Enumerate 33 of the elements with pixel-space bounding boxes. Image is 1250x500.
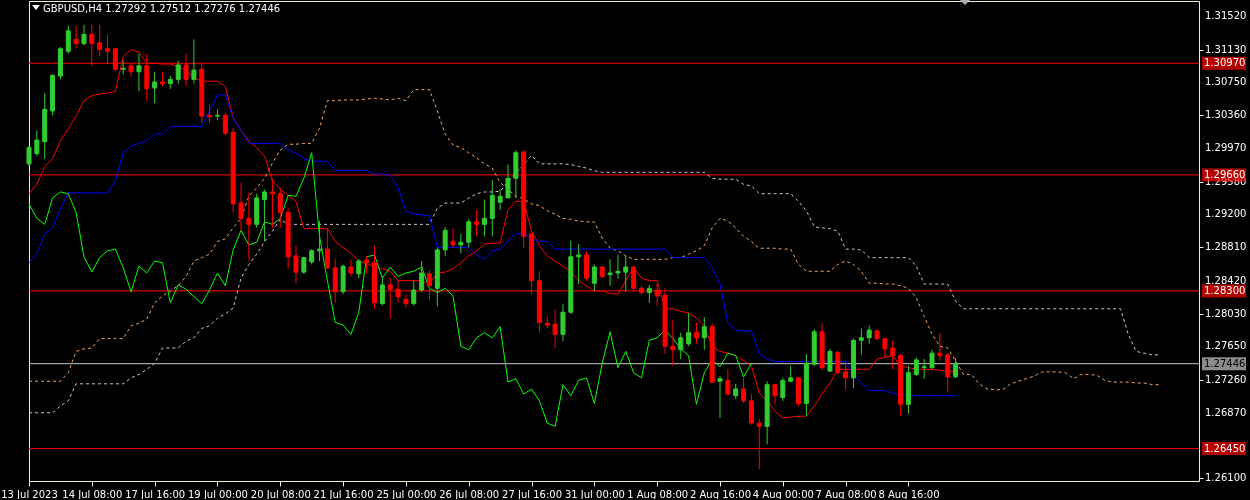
y-tick-label: 1.28420	[1205, 274, 1247, 286]
x-tick-label: 8 Aug 16:00	[878, 488, 940, 500]
y-tick-label: 1.30750	[1205, 75, 1247, 87]
x-tick-label: 26 Jul 08:00	[439, 488, 500, 500]
y-tick-label: 1.28030	[1205, 307, 1247, 319]
x-tick-label: 31 Jul 00:00	[564, 488, 625, 500]
chart-title: GBPUSD,H4 1.27292 1.27512 1.27276 1.27446	[43, 3, 281, 14]
ref-line-label: 1.26450	[1204, 442, 1246, 454]
x-tick-label: 2 Aug 16:00	[689, 488, 752, 500]
y-tick-label: 1.29970	[1205, 142, 1247, 154]
x-tick-label: 25 Jul 00:00	[376, 488, 437, 500]
y-tick-label: 1.29200	[1205, 208, 1247, 220]
y-tick-label: 1.26100	[1205, 472, 1247, 484]
y-tick-label: 1.31520	[1205, 10, 1247, 22]
x-tick-label: 14 Jul 08:00	[62, 488, 123, 500]
x-tick-label: 20 Jul 08:00	[250, 488, 311, 500]
x-tick-label: 21 Jul 16:00	[313, 488, 374, 500]
ref-line-label: 1.28300	[1204, 284, 1246, 296]
x-tick-label: 19 Jul 00:00	[187, 488, 248, 500]
x-tick-label: 27 Jul 16:00	[502, 488, 563, 500]
x-tick-label: 4 Aug 00:00	[752, 488, 814, 500]
x-tick-label: 7 Aug 08:00	[815, 488, 877, 500]
y-tick-label: 1.30360	[1205, 109, 1247, 121]
y-tick-label: 1.31130	[1205, 43, 1247, 55]
y-tick-label: 1.26870	[1205, 406, 1247, 418]
y-tick-label: 1.28810	[1205, 241, 1247, 253]
ref-line-label: 1.30970	[1204, 57, 1246, 69]
y-tick-label: 1.27260	[1205, 373, 1247, 385]
x-tick-label: 1 Aug 08:00	[627, 488, 689, 500]
ref-line-label: 1.27446	[1204, 357, 1246, 369]
x-tick-label: 17 Jul 16:00	[125, 488, 186, 500]
y-tick-label: 1.27650	[1205, 340, 1247, 352]
x-tick-label: 13 Jul 2023	[1, 488, 58, 500]
